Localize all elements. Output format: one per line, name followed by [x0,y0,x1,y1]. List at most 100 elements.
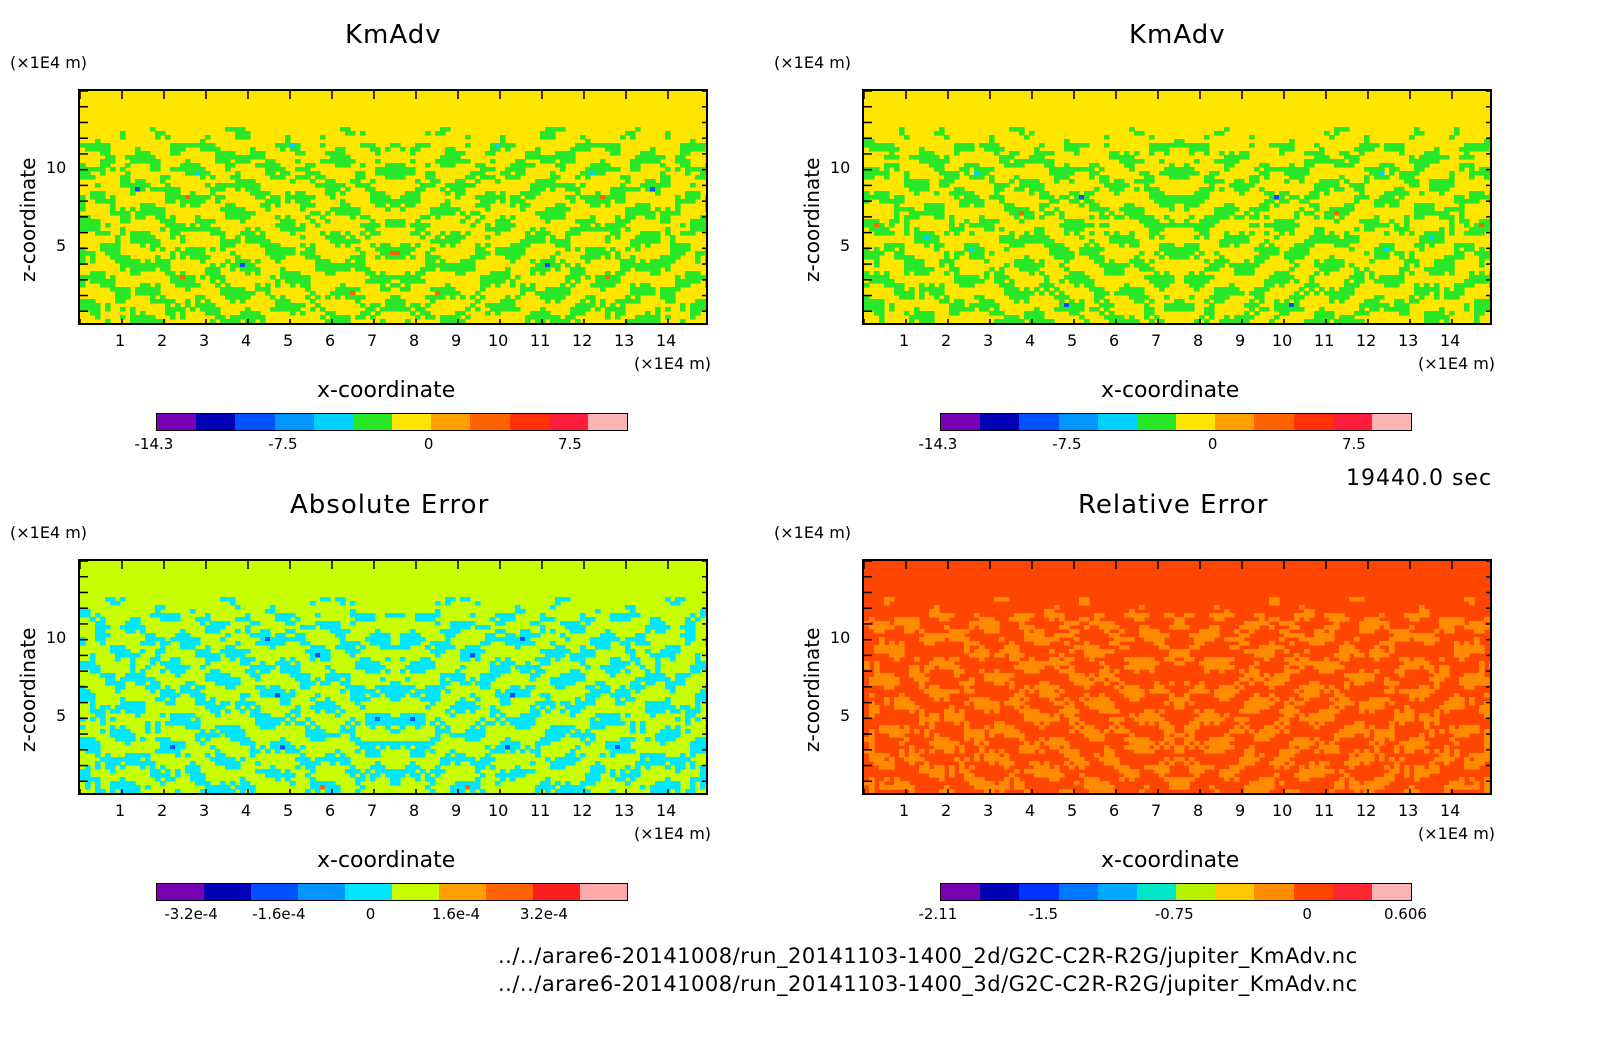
heatmap-cell [1024,255,1030,260]
heatmap-cell [420,187,426,192]
heatmap-cell [1009,239,1015,244]
heatmap-cell [1294,215,1300,220]
heatmap-cell [350,239,356,244]
heatmap-cell [864,283,870,288]
heatmap-cell [934,203,940,208]
heatmap-cell [585,223,591,228]
heatmap-cell [355,259,361,264]
heatmap-cell [1489,223,1490,228]
heatmap-cell [150,163,156,168]
heatmap-cell [879,311,885,316]
heatmap-cell [80,283,86,288]
heatmap-cell [1094,251,1100,256]
heatmap-cell [1279,167,1285,172]
heatmap-cell [1199,315,1205,320]
heatmap-cell [974,275,980,280]
heatmap-cell [1244,155,1250,160]
heatmap-cell [340,151,346,156]
heatmap-cell [1489,139,1490,144]
heatmap-cell [500,275,506,280]
colorbar-tick-label: -7.5 [268,435,298,453]
x-tick-label: 6 [1109,331,1120,350]
heatmap-cell [430,295,436,300]
heatmap-cell [100,159,106,164]
heatmap-cell [230,127,236,132]
heatmap-cell [605,227,611,232]
heatmap-cell [570,275,576,280]
heatmap-cell [120,291,126,296]
heatmap-cell [929,211,935,216]
heatmap-cell [85,175,91,180]
heatmap-cell [705,223,706,228]
heatmap-cell [410,311,416,316]
heatmap-svg [80,91,706,323]
heatmap-cell [1404,191,1410,196]
heatmap-cell [265,207,271,212]
heatmap-cell [95,271,101,276]
heatmap-cell [520,283,526,288]
heatmap-cell [909,291,915,296]
heatmap-cell [1469,283,1475,288]
heatmap-cell [450,287,456,292]
heatmap-cell [984,307,990,312]
heatmap-cell [225,239,231,244]
heatmap-cell [525,629,531,634]
heatmap-cell [625,299,631,304]
heatmap-cell [1434,263,1440,268]
heatmap-cell [874,311,880,316]
heatmap-cell [140,235,146,240]
heatmap-cell [1479,263,1485,268]
heatmap-cell [365,617,371,622]
heatmap-cell [265,633,271,638]
heatmap-cell [1069,167,1075,172]
heatmap-cell [325,267,331,272]
heatmap-cell [1489,299,1490,304]
heatmap-cell [1444,155,1450,160]
heatmap-cell [550,159,556,164]
heatmap-cell [415,199,421,204]
heatmap-cell [889,223,895,228]
heatmap-cell [455,151,461,156]
heatmap-cell [525,287,531,292]
heatmap-cell [705,307,706,312]
heatmap-cell [1234,243,1240,248]
heatmap-cell [630,239,636,244]
heatmap-cell [85,275,91,280]
heatmap-cell [350,255,356,260]
heatmap-cell [290,303,296,308]
heatmap-cell [580,183,586,188]
heatmap-cell [495,147,501,152]
heatmap-cell [959,307,965,312]
heatmap-cell [445,163,451,168]
heatmap-cell [495,195,501,200]
heatmap-cell [530,287,536,292]
heatmap-cell [1199,283,1205,288]
heatmap-cell [964,147,970,152]
heatmap-cell [160,263,166,268]
heatmap-cell [410,191,416,196]
heatmap-cell [984,303,990,308]
heatmap-cell [864,223,870,228]
heatmap-cell [1224,167,1230,172]
heatmap-cell [595,163,601,168]
heatmap-cell [1164,143,1170,148]
heatmap-cell [395,167,401,172]
heatmap-cell [540,315,546,320]
heatmap-cell [1299,243,1305,248]
heatmap-cell [665,291,671,296]
heatmap-cell [660,171,666,176]
heatmap-cell [410,275,416,280]
heatmap-cell [984,275,990,280]
heatmap-cell [530,267,536,272]
heatmap-cell [530,195,536,200]
heatmap-cell [140,243,146,248]
heatmap-cell [380,287,386,292]
heatmap-cell [365,183,371,188]
heatmap-cell [944,155,950,160]
heatmap-cell [210,621,216,626]
heatmap-cell [625,175,631,180]
heatmap-cell [425,255,431,260]
heatmap-cell [435,235,441,240]
heatmap-cell [1029,215,1035,220]
heatmap-cell [1149,231,1155,236]
